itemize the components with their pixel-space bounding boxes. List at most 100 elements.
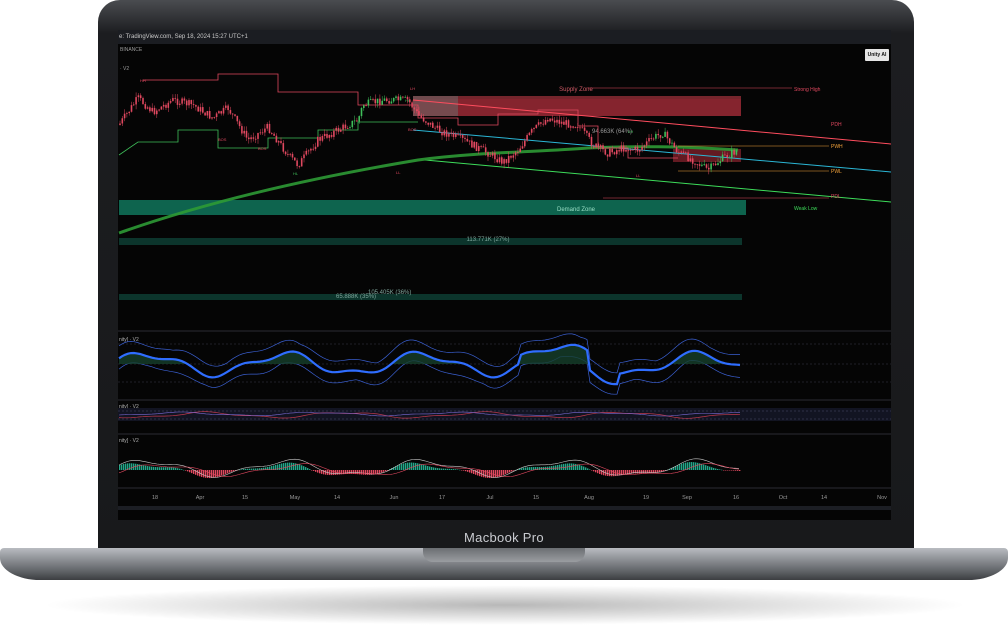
histogram-bar [135, 463, 137, 470]
candle-body [326, 133, 328, 138]
histogram-bar [591, 470, 593, 471]
histogram-bar [251, 468, 253, 470]
histogram-bar [697, 462, 699, 470]
histogram-bar [235, 470, 237, 471]
candle-body [174, 97, 176, 99]
candle-body [337, 127, 340, 132]
histogram-bar [725, 470, 727, 471]
time-scrollbar[interactable] [118, 506, 891, 510]
demand-zone [119, 200, 746, 215]
histogram-bar [483, 470, 485, 478]
candle-body [153, 107, 156, 115]
chart-canvas[interactable]: Supply Zone 94.663K (64%) Demand Zone 11… [118, 30, 891, 520]
histogram-bar [601, 470, 603, 475]
histogram-bar [403, 463, 405, 470]
trendline-red [412, 99, 891, 145]
histogram-bar [621, 470, 623, 476]
candle-body [317, 136, 319, 147]
candle-body [213, 117, 216, 118]
candle-body [386, 98, 388, 102]
candle-body [613, 152, 616, 155]
unity-button[interactable]: Unity AI [865, 49, 889, 61]
candle-body [142, 98, 144, 105]
histogram-bar [495, 470, 497, 478]
histogram-bar [211, 470, 213, 478]
histogram-bar [433, 467, 435, 470]
histogram-bar [389, 469, 391, 470]
histogram-bar [593, 470, 595, 472]
histogram-bar [177, 468, 179, 470]
histogram-bar [291, 462, 293, 470]
histogram-bar [729, 470, 731, 471]
histogram-bar [121, 464, 123, 470]
candle-body [413, 107, 416, 110]
candle-body [609, 148, 611, 157]
histogram-bar [519, 468, 521, 470]
candle-body [392, 97, 395, 102]
candle-body [220, 111, 222, 114]
candle-body [183, 98, 186, 101]
histogram-bar [233, 470, 235, 472]
candle-body [268, 123, 271, 134]
candle-body [296, 160, 298, 167]
candle-body [360, 107, 363, 117]
candle-body [156, 110, 158, 115]
histogram-bar [277, 464, 279, 470]
histogram-bar [315, 470, 317, 472]
candle-body [261, 132, 264, 134]
structure-label: HH [140, 78, 146, 83]
candle-body [273, 133, 275, 136]
x-axis-tick-label: 16 [733, 495, 739, 501]
source-line: e: TradingView.com, Sep 18, 2024 15:27 U… [118, 30, 891, 44]
candle-body [275, 135, 278, 143]
histogram-bar [193, 470, 195, 474]
candle-body [404, 96, 406, 98]
histogram-bar [437, 468, 439, 470]
candle-body [344, 124, 347, 129]
histogram-bar [453, 469, 455, 470]
histogram-bar [243, 469, 245, 470]
candle-body [135, 97, 137, 105]
candle-body [712, 163, 715, 165]
candle-body [629, 149, 632, 151]
candle-body [218, 111, 220, 114]
histogram-bar [707, 465, 709, 470]
structure-label: HH [405, 98, 411, 103]
histogram-bar [701, 463, 703, 470]
x-axis-tick-label: 17 [439, 495, 445, 501]
histogram-bar [343, 470, 345, 475]
histogram-bar [427, 465, 429, 470]
candle-body [576, 127, 579, 128]
histogram-bar [425, 465, 427, 470]
candle-body [728, 157, 731, 159]
histogram-bar [635, 470, 637, 474]
candle-body [714, 163, 717, 166]
histogram-bar [423, 464, 425, 470]
candle-body [524, 140, 526, 147]
candle-body [266, 123, 268, 129]
x-axis-tick-label: Nov [877, 495, 887, 501]
structure-label: HL [293, 171, 299, 176]
candle-body [137, 95, 140, 98]
candle-body [399, 96, 402, 101]
candle-body [579, 127, 581, 129]
candle-body [491, 152, 494, 156]
candle-body [271, 133, 273, 134]
candle-body [202, 107, 204, 113]
laptop-notch [423, 548, 585, 562]
x-axis-tick-label: 18 [152, 495, 158, 501]
candle-body [427, 122, 429, 125]
histogram-bar [529, 467, 531, 470]
candle-body [496, 159, 498, 163]
bezel-label: Macbook Pro [464, 530, 544, 545]
exchange-label: BINANCE [120, 47, 143, 53]
histogram-bar [125, 463, 127, 470]
structure-label: LL [636, 173, 641, 178]
candle-body [149, 107, 151, 112]
histogram-bar [441, 468, 443, 470]
histogram-bar [659, 470, 661, 473]
histogram-bar [575, 463, 577, 470]
histogram-bar [141, 464, 143, 470]
histogram-bar [451, 468, 453, 470]
candle-body [662, 136, 664, 138]
